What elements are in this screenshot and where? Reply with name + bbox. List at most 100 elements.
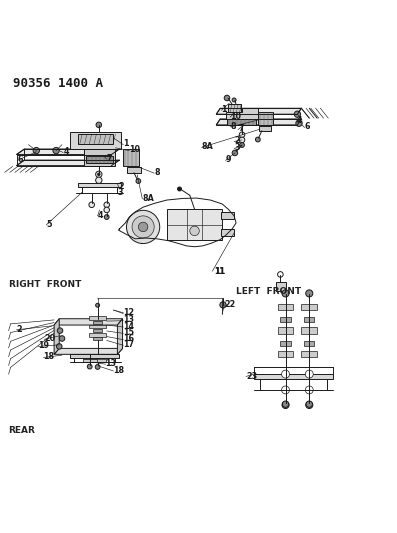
Text: 4: 4 bbox=[297, 116, 302, 125]
Circle shape bbox=[57, 328, 63, 333]
Circle shape bbox=[255, 137, 260, 142]
Text: 13: 13 bbox=[123, 316, 134, 325]
Text: 10: 10 bbox=[129, 146, 140, 154]
Text: 2: 2 bbox=[119, 182, 124, 191]
Text: 90356 1400 A: 90356 1400 A bbox=[13, 77, 102, 91]
Text: 8A: 8A bbox=[202, 142, 214, 151]
Polygon shape bbox=[222, 229, 234, 236]
Text: 17: 17 bbox=[123, 340, 134, 349]
Text: 6: 6 bbox=[17, 155, 23, 164]
Polygon shape bbox=[86, 156, 114, 163]
Circle shape bbox=[59, 336, 65, 341]
Circle shape bbox=[305, 370, 313, 378]
Circle shape bbox=[224, 95, 230, 101]
Text: 12: 12 bbox=[123, 308, 135, 317]
Text: 20: 20 bbox=[44, 334, 55, 343]
Circle shape bbox=[127, 211, 160, 244]
Polygon shape bbox=[17, 160, 119, 166]
Polygon shape bbox=[83, 359, 97, 362]
Circle shape bbox=[305, 386, 313, 394]
Polygon shape bbox=[278, 327, 293, 334]
Polygon shape bbox=[70, 132, 121, 149]
Circle shape bbox=[104, 202, 110, 207]
Circle shape bbox=[139, 222, 148, 232]
Polygon shape bbox=[89, 333, 106, 336]
Circle shape bbox=[282, 290, 289, 297]
Text: 9: 9 bbox=[225, 155, 231, 164]
Circle shape bbox=[53, 148, 59, 154]
Text: 2: 2 bbox=[234, 136, 240, 145]
Polygon shape bbox=[278, 304, 293, 310]
Circle shape bbox=[239, 137, 245, 143]
Text: 4: 4 bbox=[63, 147, 69, 156]
Text: 22: 22 bbox=[224, 301, 235, 309]
Circle shape bbox=[89, 202, 94, 207]
Text: 18: 18 bbox=[114, 366, 125, 375]
Polygon shape bbox=[254, 374, 333, 379]
Polygon shape bbox=[89, 317, 106, 320]
Text: REAR: REAR bbox=[9, 426, 35, 435]
Circle shape bbox=[306, 401, 313, 408]
Circle shape bbox=[294, 111, 301, 117]
Text: 3: 3 bbox=[234, 143, 240, 152]
Text: RIGHT  FRONT: RIGHT FRONT bbox=[9, 280, 81, 289]
Polygon shape bbox=[301, 327, 317, 334]
Text: 2: 2 bbox=[17, 325, 22, 334]
Polygon shape bbox=[78, 134, 114, 144]
Text: 7: 7 bbox=[238, 124, 244, 133]
Circle shape bbox=[96, 177, 102, 183]
Text: 13: 13 bbox=[106, 359, 117, 368]
Text: 19: 19 bbox=[38, 341, 49, 350]
Polygon shape bbox=[89, 325, 106, 328]
Circle shape bbox=[190, 226, 199, 236]
Text: 3: 3 bbox=[118, 188, 123, 197]
Circle shape bbox=[96, 303, 100, 307]
Polygon shape bbox=[83, 356, 97, 359]
Circle shape bbox=[136, 179, 141, 183]
Circle shape bbox=[296, 120, 302, 126]
Circle shape bbox=[95, 365, 100, 369]
Circle shape bbox=[281, 386, 289, 394]
Polygon shape bbox=[93, 337, 102, 341]
Text: 8: 8 bbox=[154, 168, 160, 177]
Circle shape bbox=[87, 364, 92, 369]
Polygon shape bbox=[280, 341, 291, 345]
Text: 8A: 8A bbox=[142, 193, 154, 203]
Text: 5: 5 bbox=[46, 220, 52, 229]
Polygon shape bbox=[258, 126, 271, 131]
Circle shape bbox=[33, 148, 39, 154]
Text: 6: 6 bbox=[304, 123, 310, 131]
Polygon shape bbox=[70, 354, 119, 358]
Circle shape bbox=[232, 150, 238, 156]
Polygon shape bbox=[93, 329, 102, 332]
Polygon shape bbox=[167, 209, 222, 240]
Text: 8: 8 bbox=[230, 122, 236, 131]
Polygon shape bbox=[226, 108, 258, 119]
Text: 18: 18 bbox=[43, 352, 54, 361]
Text: 10: 10 bbox=[230, 112, 241, 120]
Polygon shape bbox=[228, 104, 241, 112]
Polygon shape bbox=[127, 167, 141, 173]
Text: 11: 11 bbox=[214, 266, 225, 276]
Text: 4: 4 bbox=[98, 211, 103, 220]
Polygon shape bbox=[304, 341, 314, 345]
Polygon shape bbox=[280, 317, 291, 322]
Circle shape bbox=[239, 132, 245, 138]
Polygon shape bbox=[258, 112, 273, 125]
Polygon shape bbox=[17, 149, 119, 155]
Polygon shape bbox=[90, 359, 106, 362]
Circle shape bbox=[306, 401, 312, 407]
Text: LEFT  FRONT: LEFT FRONT bbox=[236, 287, 301, 296]
Text: 7: 7 bbox=[107, 154, 112, 163]
Circle shape bbox=[177, 187, 181, 191]
Circle shape bbox=[104, 215, 109, 220]
Polygon shape bbox=[216, 119, 301, 125]
Text: 23: 23 bbox=[246, 372, 257, 381]
Circle shape bbox=[282, 401, 289, 408]
Polygon shape bbox=[93, 321, 102, 324]
Text: 1: 1 bbox=[123, 139, 129, 148]
Polygon shape bbox=[216, 108, 301, 114]
Polygon shape bbox=[54, 349, 123, 354]
Text: 14: 14 bbox=[123, 322, 134, 331]
Circle shape bbox=[96, 171, 102, 177]
